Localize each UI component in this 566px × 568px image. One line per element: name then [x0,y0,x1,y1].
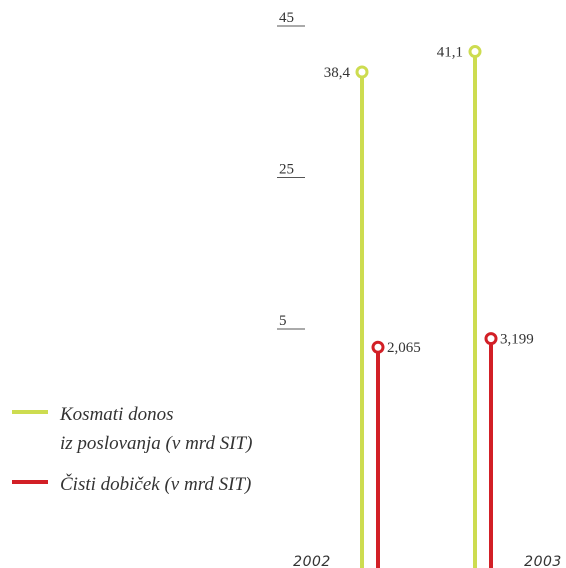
data-label: 38,4 [324,65,351,81]
y-tick-label: 45 [279,10,294,26]
bar-marker-2002-series-2 [371,340,385,354]
y-tick-label: 25 [279,162,294,178]
legend-label-cisti-dobicek: Čisti dobiček (v mrd SIT) [60,470,251,499]
legend-swatch-cisti-dobicek [12,480,48,484]
data-label: 3,199 [500,332,534,348]
legend-item-kosmati-donos: Kosmati donos iz poslovanja (v mrd SIT) [12,400,252,458]
x-category-label: 2002 [293,554,331,568]
bar-marker-2003-series-2 [484,332,498,346]
legend-swatch-kosmati-donos [12,410,48,414]
bar-marker-2003-series-1 [468,45,482,59]
legend-label-line-2: iz poslovanja (v mrd SIT) [60,433,253,454]
x-category-label: 2003 [524,554,562,568]
legend-item-cisti-dobicek: Čisti dobiček (v mrd SIT) [12,470,252,499]
legend: Kosmati donos iz poslovanja (v mrd SIT) … [12,400,252,511]
legend-label-kosmati-donos: Kosmati donos iz poslovanja (v mrd SIT) [60,400,252,458]
legend-label-line-1: Čisti dobiček (v mrd SIT) [60,474,252,495]
data-label: 41,1 [437,45,463,61]
bar-marker-2002-series-1 [355,65,369,79]
y-tick-label: 5 [279,313,287,329]
data-label: 2,065 [387,340,421,356]
legend-label-line-1: Kosmati donos [60,404,174,425]
